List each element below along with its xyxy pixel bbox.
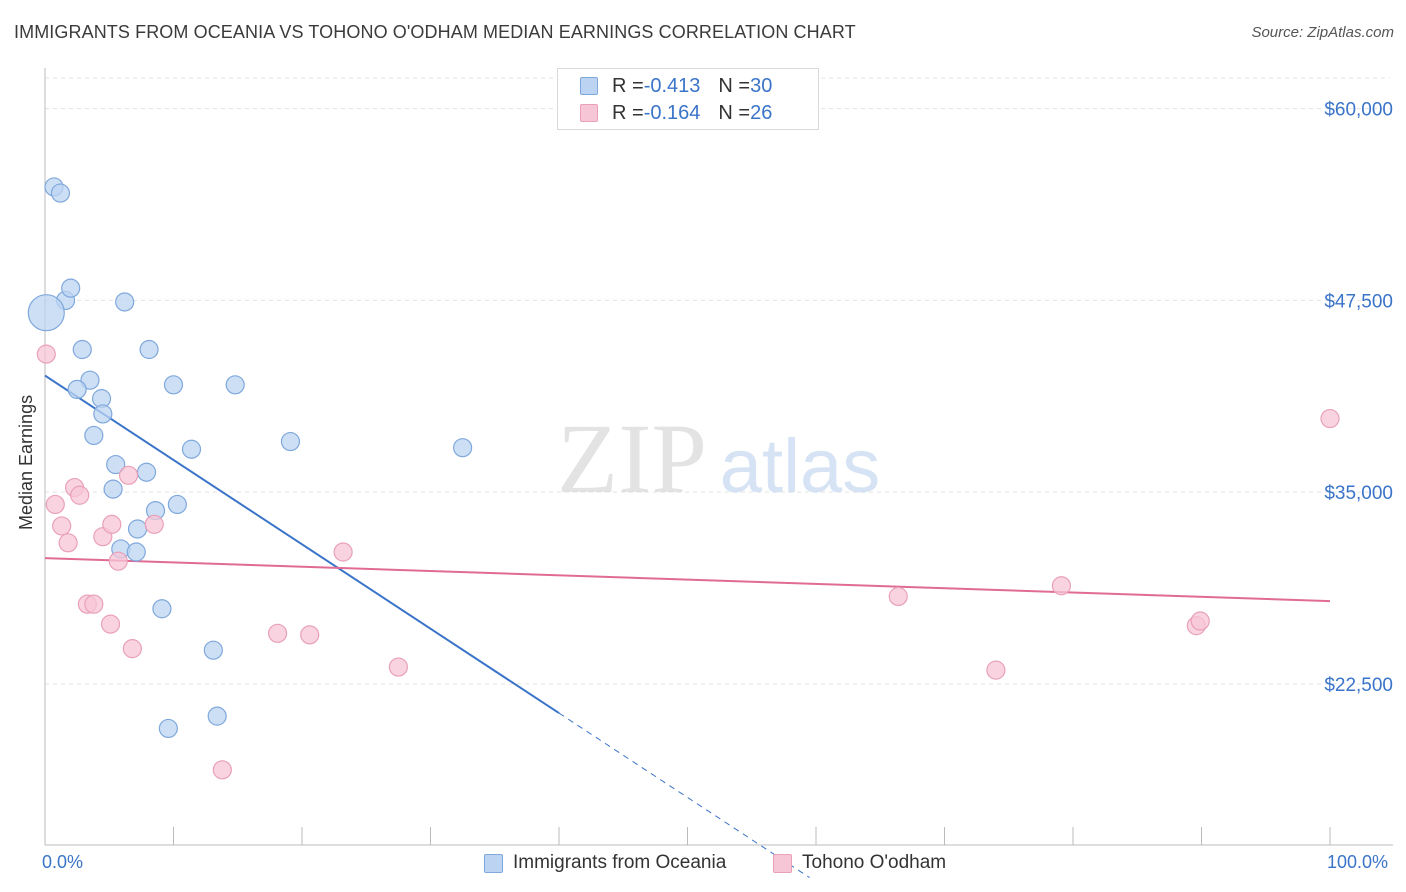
data-point-oceania	[207, 706, 227, 726]
data-point-oceania	[27, 294, 65, 332]
trend-line-tohono	[44, 557, 1331, 603]
data-point-tohono	[888, 586, 908, 607]
data-point-tohono	[58, 533, 78, 553]
x-tick-label-max: 100.0%	[1327, 852, 1389, 872]
x-tick-label-min: 0.0%	[42, 852, 84, 872]
source-label: Source: ZipAtlas.com	[1251, 24, 1394, 41]
legend-swatch-pink	[773, 853, 792, 873]
data-point-oceania	[106, 454, 126, 475]
data-point-tohono	[45, 494, 65, 515]
data-point-oceania	[163, 375, 184, 395]
axis-layer	[44, 68, 1393, 846]
y-axis-label: Median Earnings	[16, 394, 36, 530]
data-point-tohono	[144, 514, 164, 534]
n-label: N =	[718, 101, 751, 124]
data-points	[27, 177, 1340, 780]
data-point-oceania	[181, 439, 202, 459]
chart-title: IMMIGRANTS FROM OCEANIA VS TOHONO O'ODHA…	[14, 22, 856, 42]
trend-lines	[44, 374, 1331, 879]
data-point-oceania	[167, 494, 187, 515]
r-value: -0.164	[643, 101, 701, 124]
data-point-oceania	[61, 278, 81, 298]
legend-swatch-pink	[580, 104, 598, 122]
data-point-tohono	[1051, 576, 1072, 596]
y-tick-labels: $60,000 $47,500 $35,000 $22,500	[1324, 100, 1393, 696]
n-label: N =	[718, 74, 751, 97]
watermark-atlas: atlas	[720, 424, 881, 509]
data-point-tohono	[986, 660, 1006, 680]
data-point-tohono	[388, 657, 408, 677]
data-point-oceania	[203, 640, 223, 660]
data-point-oceania	[50, 183, 71, 203]
trend-line-oceania-extension	[558, 712, 810, 879]
data-point-oceania	[127, 519, 148, 539]
correlation-legend: R = -0.413 N = 30 R = -0.164 N = 26	[557, 68, 819, 130]
data-point-oceania	[225, 375, 245, 395]
legend-row-oceania: R = -0.413 N = 30	[580, 73, 772, 99]
grid-layer	[45, 77, 1390, 685]
data-point-oceania	[126, 542, 146, 562]
watermark: ZIP atlas	[557, 403, 880, 514]
data-point-tohono	[52, 516, 72, 536]
data-point-oceania	[152, 599, 172, 619]
trend-line-oceania	[44, 374, 560, 714]
n-value: 26	[750, 101, 773, 124]
data-point-oceania	[103, 479, 123, 499]
data-point-tohono	[267, 623, 288, 643]
legend-swatch-blue	[580, 77, 598, 95]
data-point-oceania	[139, 339, 159, 360]
data-point-tohono	[84, 594, 104, 614]
data-point-tohono	[70, 485, 90, 505]
data-point-oceania	[72, 339, 92, 360]
data-point-oceania	[93, 404, 113, 424]
y-tick-label: $22,500	[1324, 675, 1393, 696]
r-value: -0.413	[643, 74, 701, 97]
legend-label: Tohono O'odham	[802, 852, 947, 873]
legend-row-tohono: R = -0.164 N = 26	[580, 100, 772, 126]
data-point-oceania	[280, 431, 301, 452]
data-point-tohono	[333, 542, 353, 562]
y-tick-label: $47,500	[1324, 291, 1393, 312]
y-tick-label: $60,000	[1324, 100, 1393, 121]
data-point-tohono	[108, 551, 128, 571]
n-value: 30	[750, 74, 773, 97]
data-point-tohono	[1320, 408, 1340, 429]
data-point-oceania	[84, 425, 104, 446]
data-point-tohono	[118, 465, 139, 485]
legend-swatch-blue	[484, 853, 503, 873]
data-point-tohono	[212, 760, 232, 780]
r-label: R =	[612, 74, 644, 97]
data-point-tohono	[36, 344, 56, 364]
y-tick-label: $35,000	[1324, 483, 1393, 504]
data-point-oceania	[67, 379, 87, 400]
data-point-tohono	[102, 514, 122, 534]
data-point-tohono	[300, 625, 320, 645]
data-point-oceania	[158, 718, 178, 739]
watermark-zip: ZIP	[557, 403, 707, 514]
series-legend: Immigrants from Oceania Tohono O'odham	[0, 852, 1406, 878]
r-label: R =	[612, 101, 644, 124]
data-point-tohono	[100, 614, 121, 634]
data-point-tohono	[1190, 611, 1210, 631]
data-point-oceania	[136, 462, 157, 482]
legend-item-tohono: Tohono O'odham	[773, 852, 946, 874]
legend-item-oceania: Immigrants from Oceania	[484, 852, 726, 874]
legend-label: Immigrants from Oceania	[513, 852, 727, 873]
data-point-oceania	[115, 292, 135, 312]
data-point-oceania	[453, 438, 473, 458]
data-point-tohono	[122, 639, 142, 659]
